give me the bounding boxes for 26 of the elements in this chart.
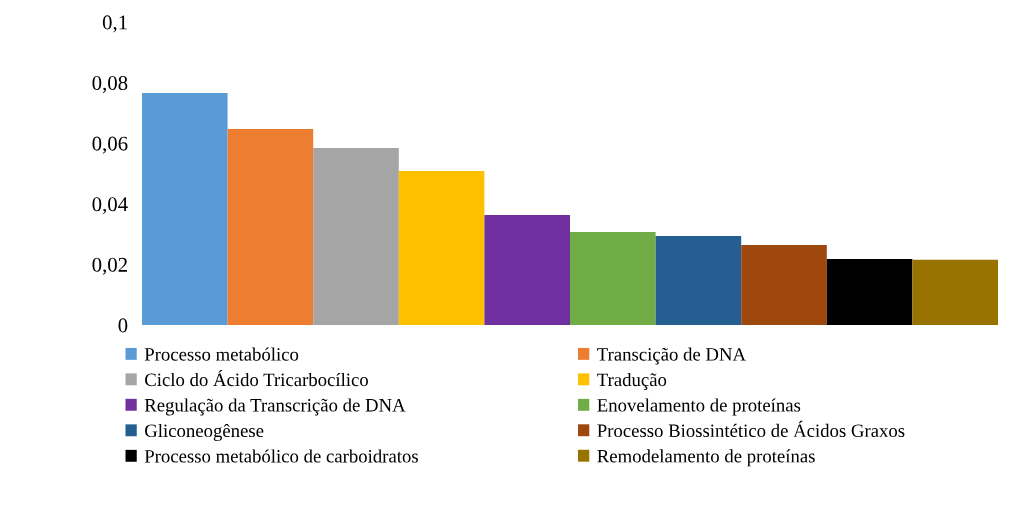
legend-label: Processo Biossintético de Ácidos Graxos (597, 420, 905, 438)
legend-label: Processo metabólico de carboidratos (144, 449, 418, 463)
y-tick-label: 0,06 (92, 136, 128, 154)
legend-label: Gliconeogênese (145, 423, 264, 441)
bar (826, 258, 913, 325)
y-tick-label: 0,04 (92, 197, 128, 215)
bar (655, 235, 742, 325)
bar (741, 245, 827, 325)
legend-label: Regulação da Transcrição de DNA (144, 398, 406, 416)
legend-label: Tradução (597, 372, 667, 390)
legend-label: Remodelamento de proteínas (597, 449, 815, 467)
y-tick-label: 0,08 (92, 75, 128, 94)
legend-label: Enovelamento de proteínas (597, 398, 801, 416)
legend-label: Ciclo do Ácido Tricarbocílico (145, 369, 368, 387)
legend-label: Processo metabólico (144, 347, 299, 361)
bar (398, 171, 485, 325)
bar (484, 215, 570, 325)
y-tick-label: 0,1 (102, 15, 127, 33)
bar (227, 128, 314, 325)
legend-label: Transcição de DNA (597, 347, 746, 365)
y-tick-label: 0 (118, 318, 128, 333)
y-tick-label: 0,02 (92, 257, 127, 275)
bar (570, 231, 656, 325)
bar (313, 148, 399, 325)
bar (142, 92, 228, 325)
bar (912, 259, 998, 325)
